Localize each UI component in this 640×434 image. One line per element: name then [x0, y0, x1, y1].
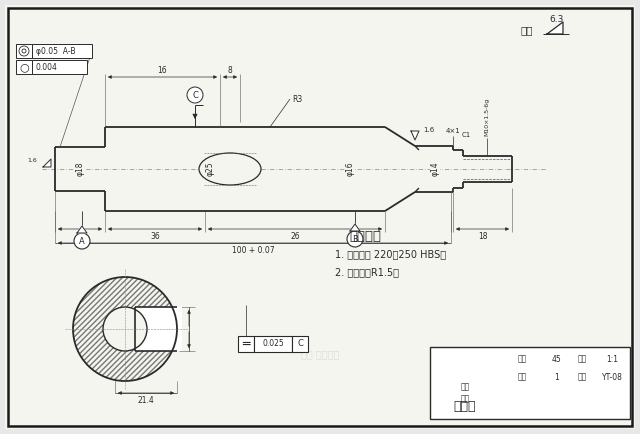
Text: 审核: 审核 — [460, 395, 470, 404]
Circle shape — [22, 49, 26, 53]
Polygon shape — [77, 226, 87, 233]
Text: 材料: 材料 — [517, 355, 527, 364]
Polygon shape — [547, 22, 563, 34]
Text: B: B — [352, 234, 358, 243]
Circle shape — [19, 46, 29, 56]
Text: 1: 1 — [555, 372, 559, 381]
Text: 16: 16 — [157, 66, 167, 75]
Circle shape — [74, 233, 90, 249]
Polygon shape — [350, 224, 360, 231]
Text: C1: C1 — [461, 132, 470, 138]
Text: 26: 26 — [290, 232, 300, 241]
Text: ═: ═ — [243, 338, 250, 351]
Text: 比例: 比例 — [577, 355, 587, 364]
Text: YT-08: YT-08 — [602, 372, 623, 381]
Bar — [16, 44, 32, 58]
Text: 8: 8 — [228, 66, 232, 75]
Bar — [16, 60, 32, 74]
Bar — [430, 347, 630, 419]
Text: φ0.05  A-B: φ0.05 A-B — [36, 46, 76, 56]
Polygon shape — [411, 131, 419, 140]
Text: φ16: φ16 — [346, 162, 355, 176]
Text: 1.6: 1.6 — [28, 158, 37, 164]
Text: 6.3: 6.3 — [550, 15, 564, 24]
Text: C: C — [192, 91, 198, 99]
Circle shape — [73, 277, 177, 381]
Text: A: A — [79, 237, 85, 246]
Text: M10×1.5-6g: M10×1.5-6g — [484, 98, 490, 136]
Text: 图号: 图号 — [577, 372, 587, 381]
Text: 沙成 工程设计: 沙成 工程设计 — [301, 349, 339, 359]
Text: 1. 调质处理 220～250 HBS。: 1. 调质处理 220～250 HBS。 — [335, 249, 446, 259]
Text: 其余: 其余 — [520, 25, 533, 35]
Polygon shape — [43, 159, 51, 167]
Bar — [292, 336, 308, 352]
Bar — [254, 336, 292, 352]
Text: 24: 24 — [75, 232, 85, 241]
Text: 0.025: 0.025 — [262, 339, 284, 349]
Text: 45: 45 — [552, 355, 562, 364]
Text: 制图: 制图 — [460, 382, 470, 391]
Text: 100 + 0.07: 100 + 0.07 — [232, 246, 275, 255]
Text: 0.004: 0.004 — [36, 62, 58, 72]
Text: 输出轴: 输出轴 — [454, 401, 476, 414]
Text: 36: 36 — [150, 232, 160, 241]
Bar — [135, 307, 182, 351]
Text: φ25: φ25 — [205, 162, 214, 176]
Text: R3: R3 — [292, 95, 302, 103]
Text: ○: ○ — [19, 62, 29, 72]
Text: φ14: φ14 — [431, 162, 440, 176]
Text: 技术要求: 技术要求 — [349, 230, 381, 243]
Bar — [32, 44, 92, 58]
Text: φ18: φ18 — [76, 162, 84, 176]
Text: 数量: 数量 — [517, 372, 527, 381]
Text: 1.6: 1.6 — [423, 127, 435, 133]
Text: 2. 未注圆角R1.5。: 2. 未注圆角R1.5。 — [335, 267, 399, 277]
Circle shape — [103, 307, 147, 351]
Bar — [238, 336, 254, 352]
Text: 4×1: 4×1 — [445, 128, 460, 134]
Circle shape — [187, 87, 203, 103]
Text: C: C — [297, 339, 303, 349]
Bar — [32, 60, 87, 74]
Text: 21.4: 21.4 — [138, 396, 154, 405]
Text: 1:1: 1:1 — [606, 355, 618, 364]
Ellipse shape — [199, 153, 261, 185]
Circle shape — [347, 231, 363, 247]
Text: 18: 18 — [477, 232, 487, 241]
